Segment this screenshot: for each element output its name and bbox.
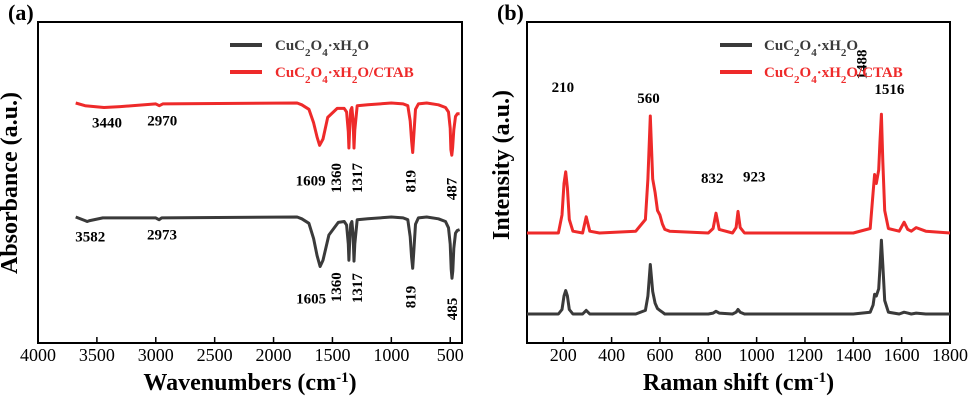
panel-label: (a) xyxy=(8,0,34,25)
x-axis-label-main: Wavenumbers (cm xyxy=(143,370,336,396)
legend-label: CuC2O4·xH2O/CTAB xyxy=(275,65,414,86)
legend-text-part: 2 xyxy=(352,74,358,86)
peak-label: 3582 xyxy=(75,230,105,246)
peak-label: 560 xyxy=(637,91,660,107)
peak-label: 485 xyxy=(445,298,461,321)
peak-label: 1360 xyxy=(329,272,345,302)
legend-text-part: O xyxy=(846,38,858,54)
legend-text-part: CuC xyxy=(764,38,794,54)
legend-text-part: CuC xyxy=(764,65,794,81)
chart-panel-a: 4000 3500 3000 2500 2000 1500 1000 500 3440 2970 1… xyxy=(0,0,464,396)
panel-label: (b) xyxy=(497,0,524,25)
x-tick-label: 500 xyxy=(437,345,464,365)
x-tick-label: 2500 xyxy=(197,345,233,365)
legend-text-part: 2 xyxy=(305,47,311,59)
peak-label: 210 xyxy=(552,80,575,96)
series-line-red xyxy=(75,101,460,157)
legend-text-part: 2 xyxy=(305,74,311,86)
legend-text-part: 2 xyxy=(794,74,800,86)
legend-text-part: 2 xyxy=(794,47,800,59)
legend-text-part: ·xH xyxy=(817,65,842,81)
legend-text-part: O xyxy=(311,65,323,81)
x-tick-label: 1200 xyxy=(787,345,823,365)
legend-text-part: 2 xyxy=(352,47,358,59)
x-tick-label: 2000 xyxy=(256,345,292,365)
peak-label: 1360 xyxy=(329,163,345,193)
peak-label: 923 xyxy=(743,169,766,185)
x-axis-label: Raman shift (cm-1) xyxy=(643,370,834,396)
series-line-black xyxy=(527,238,950,316)
legend-text-part: 4 xyxy=(322,47,328,59)
chart-panel-b: 200 400 600 800 1000 1200 1400 1600 1800 210 560 83… xyxy=(489,0,968,396)
peak-label: 2973 xyxy=(147,228,177,244)
legend-text-part: 4 xyxy=(322,74,328,86)
legend-text-part: 2 xyxy=(841,74,847,86)
peak-label: 832 xyxy=(701,171,724,187)
legend-text-part: CuC xyxy=(275,38,305,54)
x-axis-label-main: Raman shift (cm xyxy=(643,370,814,396)
x-tick-label: 4000 xyxy=(20,345,56,365)
x-axis-label-sup: -1 xyxy=(814,370,827,386)
peak-label: 1488 xyxy=(855,50,871,80)
x-axis-label-sup: -1 xyxy=(336,370,349,386)
x-tick-label: 200 xyxy=(550,345,577,365)
peak-label: 1609 xyxy=(296,173,326,189)
legend-label: CuC2O4·xH2O xyxy=(275,38,369,59)
legend-text-part: 2 xyxy=(841,47,847,59)
x-tick-label: 1000 xyxy=(373,345,409,365)
peak-label: 1516 xyxy=(874,82,905,98)
peak-label: 1317 xyxy=(350,163,366,194)
x-tick-label: 400 xyxy=(598,345,625,365)
y-axis-label: Absorbance (a.u.) xyxy=(0,92,23,274)
legend-text-part: 4 xyxy=(811,74,817,86)
x-axis-label-tail: ) xyxy=(349,370,357,396)
x-tick-label: 800 xyxy=(695,345,722,365)
y-axis-label: Intensity (a.u.) xyxy=(489,90,515,240)
peak-label: 819 xyxy=(404,286,420,309)
legend-text-part: ·xH xyxy=(328,38,353,54)
peak-label: 819 xyxy=(404,170,420,193)
x-tick-label: 1600 xyxy=(884,345,920,365)
x-tick-label: 1500 xyxy=(314,345,350,365)
plot-frame xyxy=(37,21,463,344)
legend-text-part: CuC xyxy=(275,65,305,81)
legend-text-part: ·xH xyxy=(817,38,842,54)
x-axis-label: Wavenumbers (cm-1) xyxy=(143,370,356,396)
x-tick-label: 3500 xyxy=(79,345,115,365)
x-axis-label-tail: ) xyxy=(826,370,834,396)
plot-frame xyxy=(526,21,951,344)
peak-label: 1317 xyxy=(350,273,366,304)
legend-label: CuC2O4·xH2O xyxy=(764,38,858,59)
legend-text-part: ·xH xyxy=(328,65,353,81)
x-tick-label: 1800 xyxy=(932,345,968,365)
x-tick-label: 1000 xyxy=(739,345,775,365)
legend-text-part: 4 xyxy=(811,47,817,59)
series-line-red xyxy=(527,112,951,235)
peak-label: 487 xyxy=(445,177,461,200)
x-tick-label: 3000 xyxy=(138,345,174,365)
legend-text-part: O xyxy=(800,38,812,54)
x-tick-label: 600 xyxy=(646,345,673,365)
legend-text-part: O xyxy=(800,65,812,81)
series-line-black xyxy=(75,215,461,280)
legend-label: CuC2O4·xH2O/CTAB xyxy=(764,65,903,86)
peak-label: 3440 xyxy=(92,116,122,132)
legend-text-part: O/CTAB xyxy=(846,65,902,81)
peak-label: 2970 xyxy=(147,114,177,130)
legend-text-part: O xyxy=(357,38,369,54)
legend-text-part: O/CTAB xyxy=(357,65,413,81)
peak-label: 1605 xyxy=(296,292,326,308)
x-tick-label: 1400 xyxy=(835,345,871,365)
legend-text-part: O xyxy=(311,38,323,54)
